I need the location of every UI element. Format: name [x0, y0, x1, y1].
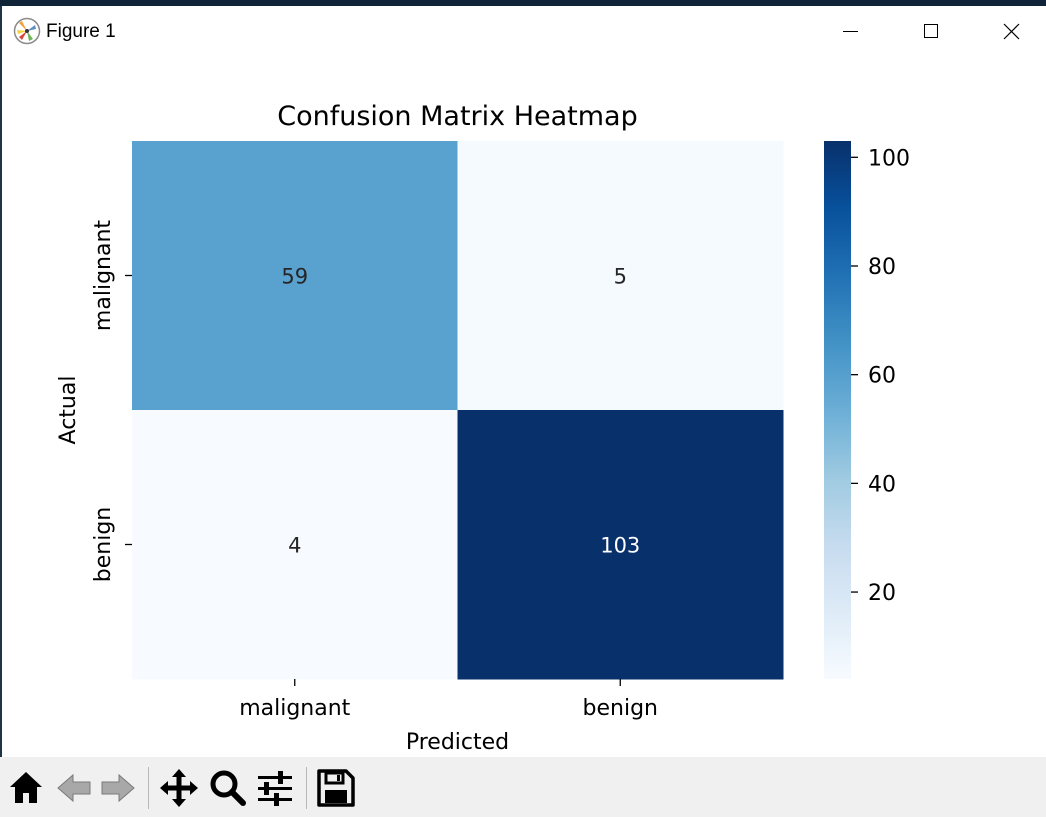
forward-arrow-icon: [101, 773, 135, 803]
y-axis-label: Actual: [56, 376, 81, 445]
toolbar-separator: [306, 767, 307, 809]
minimize-icon: [843, 31, 858, 32]
cell-annotation: 4: [288, 534, 301, 558]
back-arrow-icon: [57, 773, 91, 803]
toolbar-separator: [148, 767, 149, 809]
x-axis-label: Predicted: [406, 730, 509, 755]
window-top-border: [0, 0, 1046, 6]
home-button[interactable]: [6, 767, 46, 809]
heatmap-cell: [457, 410, 784, 680]
heatmap-cell: [457, 141, 784, 411]
heatmap-cell: [132, 410, 458, 680]
figure-canvas[interactable]: Confusion Matrix Heatmap 59 5 4 103 malignant…: [0, 58, 1046, 757]
maximize-icon: [924, 24, 938, 38]
configure-subplots-button[interactable]: [255, 767, 295, 809]
cell-annotation: 5: [614, 265, 627, 289]
colorbar-tick-label: 80: [868, 255, 896, 280]
y-tick-label: malignant: [91, 220, 116, 331]
y-tick-label: benign: [91, 507, 116, 582]
forward-button[interactable]: [98, 767, 138, 809]
x-tick-label: malignant: [239, 696, 350, 721]
floppy-disk-icon: [317, 769, 355, 807]
window-left-border: [0, 6, 2, 757]
home-icon: [10, 772, 42, 803]
title-bar[interactable]: Figure 1: [2, 6, 1046, 58]
zoom-button[interactable]: [208, 767, 248, 809]
save-button[interactable]: [316, 767, 356, 809]
navigation-toolbar: [0, 757, 1046, 817]
close-icon: [1003, 23, 1020, 40]
cell-annotation: 103: [600, 534, 640, 558]
cell-annotation: 59: [281, 265, 308, 289]
colorbar-tick-label: 100: [868, 146, 910, 171]
back-button[interactable]: [54, 767, 94, 809]
colorbar-tick-label: 40: [868, 472, 896, 497]
magnifier-icon: [210, 770, 246, 806]
minimize-button[interactable]: [826, 12, 872, 50]
heatmap-cell: [132, 141, 458, 411]
x-tick-label: benign: [583, 696, 658, 721]
colorbar: [824, 141, 851, 679]
move-icon: [160, 769, 198, 807]
pan-button[interactable]: [158, 767, 198, 809]
colorbar-tick-label: 60: [868, 364, 896, 389]
maximize-button[interactable]: [906, 12, 952, 50]
window-title: Figure 1: [46, 21, 116, 42]
colorbar-tick-label: 20: [868, 581, 896, 606]
sliders-icon: [258, 771, 292, 806]
confusion-matrix-heatmap: Confusion Matrix Heatmap 59 5 4 103 malignant…: [56, 101, 910, 755]
matplotlib-logo-icon: [13, 17, 41, 45]
close-button[interactable]: [988, 12, 1034, 50]
chart-title: Confusion Matrix Heatmap: [277, 101, 638, 132]
